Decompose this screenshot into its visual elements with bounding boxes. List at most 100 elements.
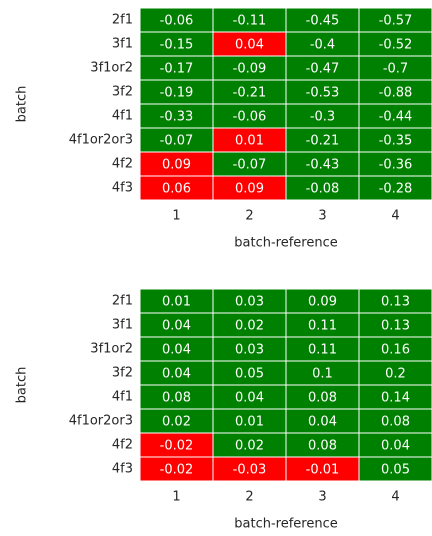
- cell-label: -0.44: [379, 110, 413, 125]
- cell: [358, 288, 432, 314]
- y-tick-label: 4f1or2or3: [69, 414, 133, 429]
- cell-label: 0.04: [162, 343, 191, 358]
- y-tick-label: 4f3: [112, 462, 133, 477]
- cell: [358, 79, 432, 105]
- cell-label: -0.33: [160, 110, 194, 125]
- cell-label: 0.04: [308, 415, 337, 430]
- cell-label: -0.08: [306, 182, 340, 197]
- cell-label: -0.3: [310, 110, 335, 125]
- cell-label: -0.06: [233, 110, 267, 125]
- cell: [358, 175, 432, 201]
- cell-label: 0.1: [312, 367, 333, 382]
- cell: [358, 55, 432, 81]
- cell: [358, 312, 432, 338]
- cell-label: 0.11: [308, 343, 337, 358]
- cell-label: -0.03: [233, 463, 267, 478]
- y-axis-label: batch: [15, 86, 30, 123]
- cell-label: 0.08: [381, 415, 410, 430]
- cell-label: -0.36: [379, 158, 413, 173]
- cell: [358, 384, 432, 410]
- x-tick-label: 2: [245, 490, 253, 505]
- cell-label: -0.35: [379, 134, 413, 149]
- y-axis-label: batch: [15, 367, 30, 404]
- cell: [212, 55, 287, 81]
- cell-label: -0.17: [160, 62, 194, 77]
- cell: [358, 408, 432, 434]
- y-tick-label: 2f1: [112, 13, 133, 28]
- cell: [139, 288, 214, 314]
- cell-label: -0.28: [379, 182, 413, 197]
- cell-label: 0.08: [308, 391, 337, 406]
- cell-label: 0.13: [381, 319, 410, 334]
- cell-label: -0.7: [383, 62, 408, 77]
- y-tick-label: 4f1or2or3: [69, 133, 133, 148]
- x-tick-label: 4: [391, 490, 399, 505]
- cell-label: -0.02: [160, 439, 194, 454]
- y-tick-label: 4f2: [112, 438, 133, 453]
- cell-label: 0.04: [162, 319, 191, 334]
- cell-label: 0.04: [235, 38, 264, 53]
- cell-label: 0.05: [381, 463, 410, 478]
- cell-label: 0.09: [308, 295, 337, 310]
- cell-label: -0.07: [233, 158, 267, 173]
- cell: [285, 408, 360, 434]
- cell: [285, 151, 360, 177]
- y-tick-label: 4f1: [112, 390, 133, 405]
- cell: [139, 151, 214, 177]
- cell-label: 0.13: [381, 295, 410, 310]
- cell: [139, 79, 214, 105]
- cell: [212, 456, 287, 482]
- cell-label: 0.01: [162, 295, 191, 310]
- cell-label: -0.21: [233, 86, 267, 101]
- cell-label: -0.4: [310, 38, 335, 53]
- cell-label: 0.02: [235, 319, 264, 334]
- cell-label: 0.04: [381, 439, 410, 454]
- cell-label: 0.02: [162, 415, 191, 430]
- cell-label: 0.04: [162, 367, 191, 382]
- cell: [358, 103, 432, 129]
- cell: [139, 55, 214, 81]
- cell-label: -0.21: [306, 134, 340, 149]
- cell: [212, 384, 287, 410]
- cell-label: 0.06: [162, 182, 191, 197]
- cell: [285, 288, 360, 314]
- y-tick-label: 4f1: [112, 109, 133, 124]
- cell-label: -0.02: [160, 463, 194, 478]
- cell-label: -0.01: [306, 463, 340, 478]
- cell-label: 0.09: [162, 158, 191, 173]
- cell: [358, 127, 432, 153]
- cell-label: 0.05: [235, 367, 264, 382]
- cell: [139, 7, 214, 33]
- cell-label: -0.57: [379, 14, 413, 29]
- cell: [358, 360, 432, 386]
- cell: [358, 151, 432, 177]
- cell: [358, 31, 432, 57]
- cell: [139, 127, 214, 153]
- cell-label: -0.19: [160, 86, 194, 101]
- x-tick-label: 2: [245, 209, 253, 224]
- cell-label: 0.16: [381, 343, 410, 358]
- cell-label: -0.11: [233, 14, 267, 29]
- cell-label: -0.52: [379, 38, 413, 53]
- cell-label: 0.2: [385, 367, 406, 382]
- y-tick-label: 3f1: [112, 318, 133, 333]
- y-tick-label: 4f2: [112, 157, 133, 172]
- cell: [358, 432, 432, 458]
- x-tick-label: 1: [172, 209, 180, 224]
- cell-label: 0.03: [235, 343, 264, 358]
- x-axis-label: batch-reference: [234, 236, 337, 251]
- cell: [285, 432, 360, 458]
- y-tick-label: 3f2: [112, 85, 133, 100]
- cell-label: -0.09: [233, 62, 267, 77]
- cell: [212, 103, 287, 129]
- x-tick-label: 1: [172, 490, 180, 505]
- cell: [212, 151, 287, 177]
- cell-label: 0.09: [235, 182, 264, 197]
- cell: [285, 360, 360, 386]
- cell: [139, 31, 214, 57]
- cell: [285, 103, 360, 129]
- y-tick-label: 3f1: [112, 37, 133, 52]
- cell: [358, 336, 432, 362]
- cell: [358, 456, 432, 482]
